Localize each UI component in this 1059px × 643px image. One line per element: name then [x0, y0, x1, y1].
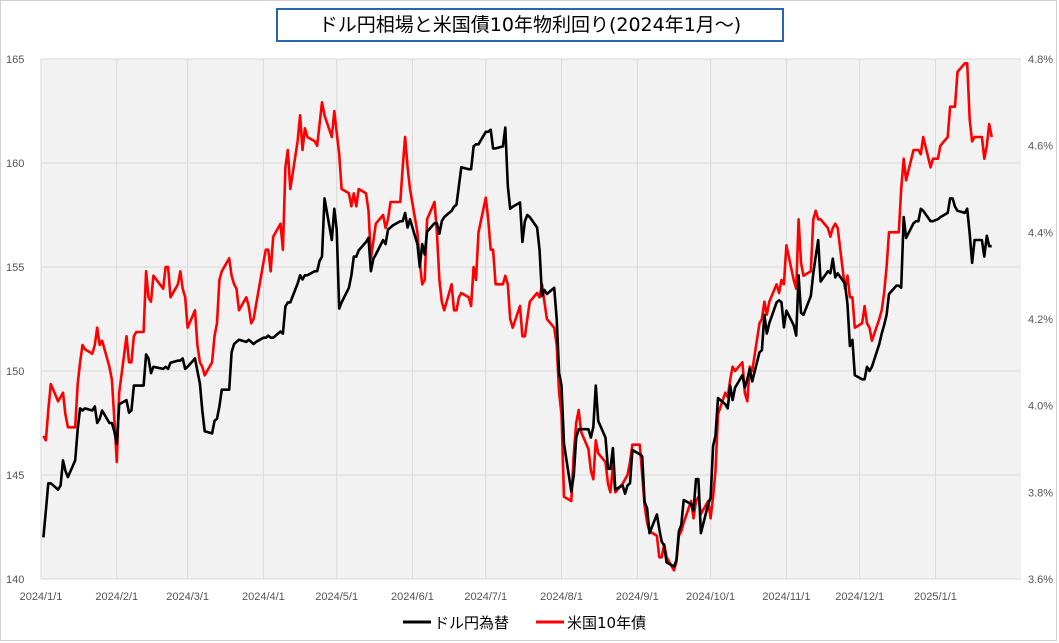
x-tick-label: 2024/7/1 — [464, 591, 507, 603]
x-tick-label: 2024/5/1 — [315, 591, 358, 603]
series-lines — [42, 61, 993, 572]
x-axis-ticks: 2024/1/1 2024/2/1 2024/3/1 2024/4/1 2024/5/1… — [20, 591, 957, 603]
x-tick-label: 2024/9/1 — [616, 591, 659, 603]
legend: ドル円為替 米国10年債 — [403, 614, 646, 632]
x-tick-label: 2024/8/1 — [540, 591, 583, 603]
y2-tick-label: 3.8% — [1028, 487, 1053, 499]
x-tick-label: 2024/1/1 — [20, 591, 63, 603]
x-tick-label: 2024/4/1 — [242, 591, 285, 603]
y2-tick-label: 4.4% — [1028, 227, 1053, 239]
chart-title: ドル円相場と米国債10年物利回り(2024年1月～) — [276, 8, 784, 42]
right-axis-ticks: 3.6% 3.8% 4.0% 4.2% 4.4% 4.6% 4.8% — [1028, 54, 1053, 586]
x-tick-label: 2024/2/1 — [95, 591, 138, 603]
plot-area — [41, 59, 1021, 579]
series-line-usdjpy — [42, 126, 992, 568]
x-tick-label: 2024/3/1 — [166, 591, 209, 603]
x-tick-label: 2025/1/1 — [914, 591, 957, 603]
y-tick-label: 155 — [6, 262, 24, 274]
y2-tick-label: 4.6% — [1028, 141, 1053, 153]
y2-tick-label: 3.6% — [1028, 574, 1053, 586]
y-tick-label: 150 — [6, 366, 24, 378]
y-tick-label: 160 — [6, 158, 24, 170]
x-tick-label: 2024/6/1 — [391, 591, 434, 603]
legend-label-usdjpy: ドル円為替 — [434, 614, 509, 632]
y2-tick-label: 4.2% — [1028, 314, 1053, 326]
y-tick-label: 165 — [6, 54, 24, 66]
y-tick-label: 145 — [6, 470, 24, 482]
series-line-us10y — [42, 61, 993, 572]
x-tick-label: 2024/11/1 — [762, 591, 810, 603]
y2-tick-label: 4.0% — [1028, 401, 1053, 413]
x-tick-label: 2024/12/1 — [835, 591, 884, 603]
left-axis-ticks: 140 145 150 155 160 165 — [6, 54, 24, 586]
y2-tick-label: 4.8% — [1028, 54, 1053, 66]
legend-label-us10y: 米国10年債 — [567, 614, 646, 632]
y-tick-label: 140 — [6, 574, 24, 586]
x-tick-label: 2024/10/1 — [686, 591, 735, 603]
